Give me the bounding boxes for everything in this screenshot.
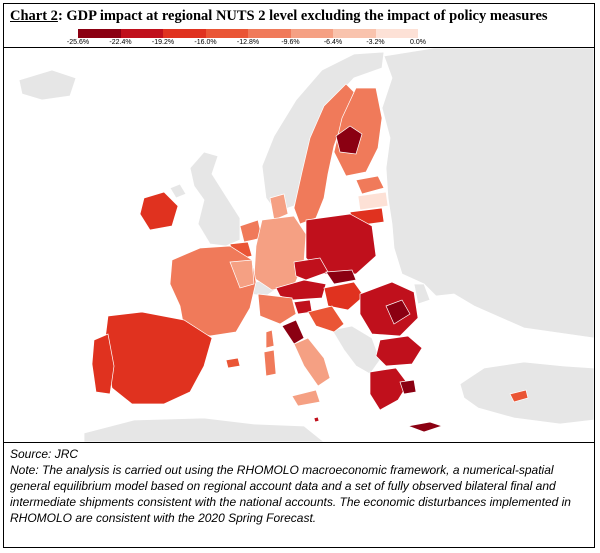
region-austria [275,279,327,301]
region-sicily [291,389,321,407]
iceland [18,69,77,101]
legend-swatch [120,29,163,38]
region-slovakia [325,269,357,285]
region-balearic [225,357,241,369]
legend-tick: -25.6% [66,39,90,46]
region-latvia [357,191,389,211]
color-legend: -25.6% -22.4% -19.2% -16.0% -12.8% -9.6%… [67,29,426,50]
legend-tick: -16.0% [194,39,217,46]
legend-color-bar [78,29,418,38]
region-denmark [269,193,289,221]
legend-tick: -12.8% [236,39,260,46]
region-crete [406,421,444,433]
legend-swatch [375,29,418,38]
chart-frame [3,3,595,548]
region-sardinia [263,349,277,377]
legend-swatch [333,29,376,38]
chart-title-text: : GDP impact at regional NUTS 2 level ex… [57,8,548,24]
legend-swatch [290,29,333,38]
legend-tick: 0.0% [410,39,426,46]
region-italy-south [293,337,331,387]
legend-swatch [205,29,248,38]
region-cyprus [509,389,529,403]
eu-regions [91,83,529,433]
legend-ticks: -25.6% -22.4% -19.2% -16.0% -12.8% -9.6%… [67,38,426,50]
russia-belarus-ukraine [381,48,594,339]
region-italy-north [257,293,297,325]
chart-number: Chart 2 [10,8,58,24]
north-africa [83,417,325,442]
region-hungary [323,281,365,311]
region-corsica [265,329,275,349]
great-britain [189,151,241,247]
legend-tick: -22.4% [109,39,132,46]
region-malta [313,416,320,423]
region-croatia [307,305,345,333]
region-finland-south [335,125,363,155]
region-greece-islands [399,379,417,395]
region-czechia [293,257,329,281]
legend-swatch [248,29,291,38]
region-portugal [91,333,115,395]
legend-tick: -3.2% [366,39,385,46]
legend-tick: -9.6% [281,39,300,46]
map-svg [18,48,594,442]
region-france-east [229,259,255,289]
region-moldova-gap [413,283,431,305]
region-greece [369,367,409,411]
region-estonia [355,175,385,195]
chart-notes: Source: JRC Note: The analysis is carrie… [10,446,588,526]
legend-swatch [163,29,206,38]
europe-map [4,47,594,443]
legend-tick: -19.2% [151,39,175,46]
region-bulgaria [375,335,423,367]
chart-title: Chart 2: GDP impact at regional NUTS 2 l… [10,8,548,25]
legend-swatch [78,29,121,38]
region-italy-central [281,319,305,345]
legend-tick: -6.4% [323,39,343,46]
non-eu-land [18,48,594,442]
region-germany [253,215,307,291]
source-text: Source: JRC [10,447,79,461]
western-balkans [331,325,381,375]
northern-ireland [169,183,187,199]
region-ireland [139,191,179,231]
region-romania-core [385,299,411,325]
note-text: Note: The analysis is carried out using … [10,463,571,525]
